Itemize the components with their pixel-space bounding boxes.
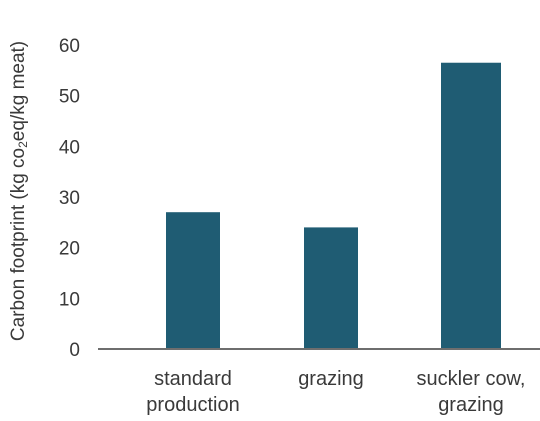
bar	[304, 227, 358, 349]
y-tick-label: 0	[69, 340, 80, 361]
x-category-label: grazing	[298, 368, 364, 390]
x-axis-category-labels: standard production grazing suckler cow, gra…	[146, 368, 525, 416]
x-category-label: standard production	[146, 368, 239, 416]
bar	[441, 62, 501, 349]
y-tick-label: 50	[59, 87, 80, 108]
x-category-label: suckler cow, grazing	[417, 368, 526, 416]
y-axis-ticks: 0 10 20 30 40 50 60	[59, 36, 80, 361]
y-axis-title: Carbon footprint (kg co2eq/kg meat)	[8, 41, 30, 341]
y-tick-label: 40	[59, 137, 80, 158]
bar	[166, 212, 220, 349]
y-tick-label: 20	[59, 239, 80, 260]
y-tick-label: 60	[59, 36, 80, 57]
y-tick-label: 30	[59, 188, 80, 209]
y-tick-label: 10	[59, 289, 80, 310]
bars	[166, 62, 501, 349]
